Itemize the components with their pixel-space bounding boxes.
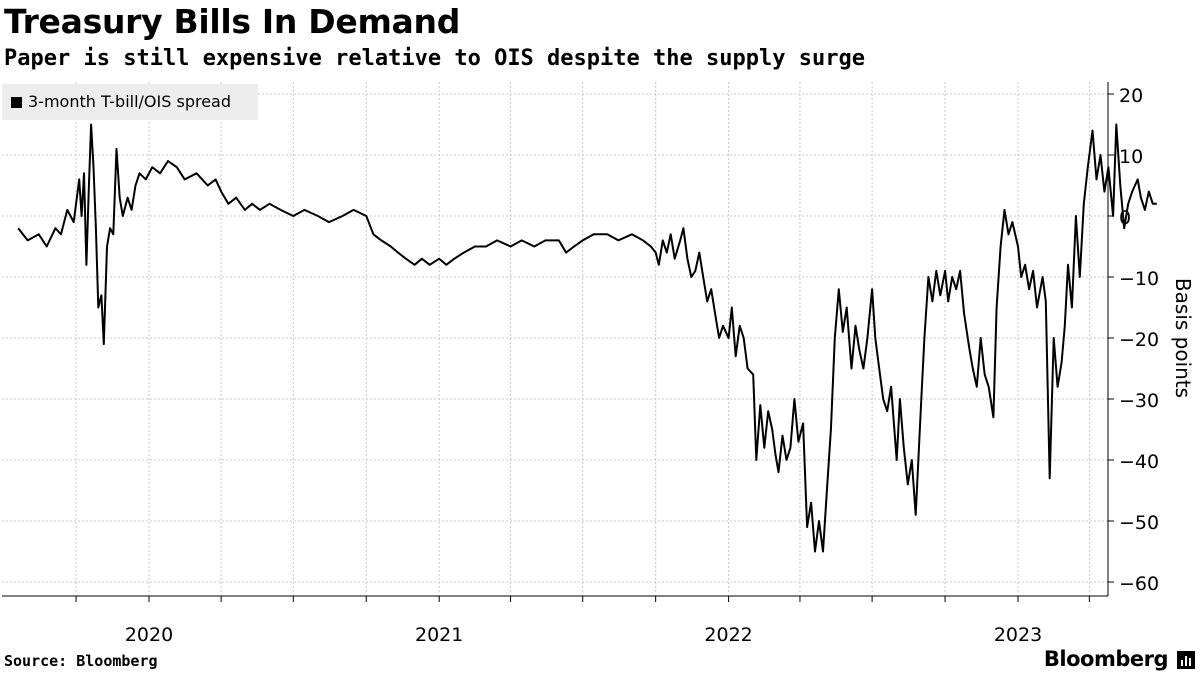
- y-tick-label: −20: [1119, 329, 1159, 351]
- y-axis-label: Basis points: [1171, 278, 1195, 398]
- legend-swatch: [11, 97, 22, 108]
- chart-subtitle: Paper is still expensive relative to OIS…: [4, 46, 865, 71]
- brand-logo: Bloomberg: [1043, 647, 1169, 671]
- x-tick-label: 2020: [125, 624, 173, 646]
- source-note: Source: Bloomberg: [4, 652, 158, 670]
- y-tick-label: 10: [1119, 146, 1143, 168]
- series-layer: [17, 123, 1157, 553]
- y-tick-label: −30: [1119, 390, 1159, 412]
- x-tick-label: 2023: [994, 624, 1042, 646]
- x-tick-label: 2021: [415, 624, 463, 646]
- x-tick-label: 2022: [704, 624, 752, 646]
- y-tick-label: −40: [1119, 451, 1159, 473]
- legend-label: 3-month T-bill/OIS spread: [28, 92, 232, 111]
- legend: 3-month T-bill/OIS spread: [2, 84, 258, 120]
- y-tick-label: 20: [1119, 85, 1143, 107]
- y-tick-label: −50: [1119, 512, 1159, 534]
- chart-title: Treasury Bills In Demand: [4, 2, 461, 41]
- y-tick-label: −10: [1119, 268, 1159, 290]
- series-line-0: [17, 123, 1157, 553]
- grid-lines: [2, 82, 1108, 592]
- bloomberg-chart-icon: [1177, 651, 1195, 669]
- y-tick-label: −60: [1119, 573, 1159, 595]
